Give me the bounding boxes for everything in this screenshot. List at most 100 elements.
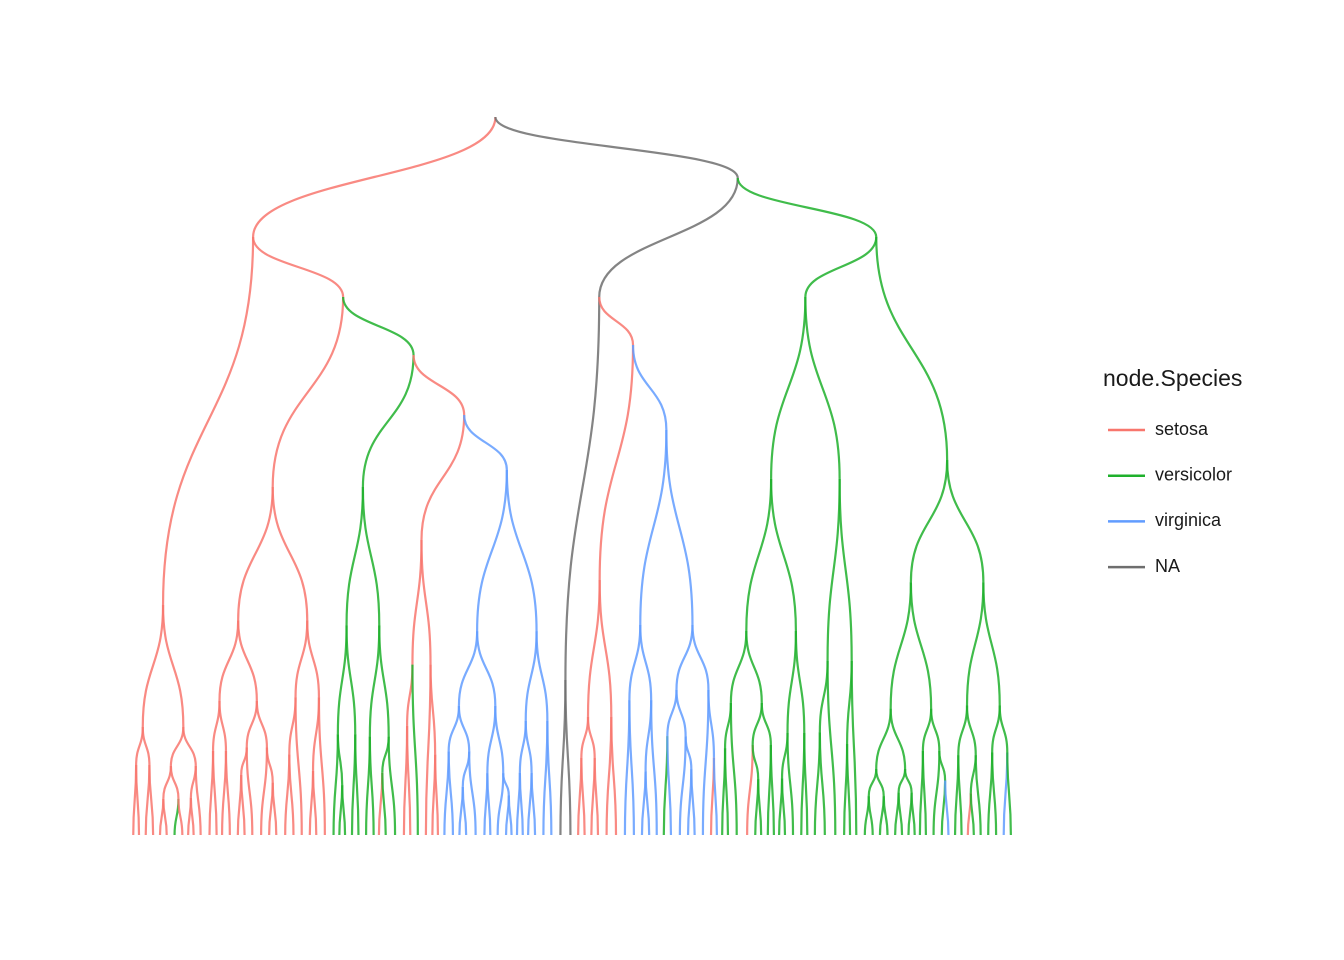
edge <box>845 744 852 836</box>
edge <box>564 296 601 681</box>
edge <box>294 697 303 836</box>
edge <box>745 631 763 703</box>
edge <box>982 582 1001 706</box>
edge <box>457 705 471 752</box>
edge <box>903 768 913 793</box>
edge <box>760 702 772 746</box>
edge <box>932 750 941 836</box>
edge <box>251 116 497 238</box>
edge <box>169 765 180 799</box>
edge <box>530 772 537 836</box>
edge <box>628 700 636 836</box>
edge <box>141 726 151 766</box>
edge <box>769 745 776 836</box>
edge <box>468 751 477 836</box>
edge <box>411 664 419 836</box>
edge <box>889 708 907 770</box>
edge <box>361 354 415 488</box>
edge <box>882 796 889 836</box>
edge <box>598 344 635 581</box>
edge <box>251 236 345 298</box>
edge <box>580 757 586 836</box>
legend: node.Species setosa versicolor virginica NA <box>1103 365 1242 576</box>
edge <box>494 705 505 774</box>
edge <box>507 795 513 836</box>
edge <box>969 793 975 836</box>
edge <box>639 624 653 701</box>
edge <box>910 792 916 836</box>
edge <box>804 296 841 479</box>
edge <box>245 747 254 836</box>
edge <box>405 725 412 836</box>
edge <box>461 786 468 836</box>
edge <box>794 631 806 734</box>
edge <box>237 620 258 701</box>
edge <box>224 750 231 836</box>
legend-title: node.Species <box>1103 365 1242 391</box>
edge <box>135 765 141 836</box>
edge <box>564 679 572 836</box>
edge <box>675 689 687 737</box>
tree <box>132 116 1012 836</box>
edge <box>434 754 440 836</box>
edge <box>162 798 168 836</box>
edge <box>378 625 390 737</box>
edge <box>586 716 596 758</box>
edge <box>889 582 912 709</box>
edge <box>745 478 773 632</box>
edge <box>867 796 874 836</box>
edge <box>189 797 195 836</box>
edge <box>182 726 197 766</box>
edge <box>930 708 941 751</box>
edge <box>938 750 947 781</box>
legend-label: NA <box>1155 556 1180 576</box>
edge <box>420 414 466 541</box>
edge <box>965 705 977 756</box>
edge <box>875 236 949 461</box>
legend-label: virginica <box>1155 510 1222 530</box>
edge <box>665 429 694 625</box>
edge <box>593 757 600 836</box>
edge <box>736 177 878 238</box>
edge <box>644 771 651 836</box>
edge <box>946 459 985 583</box>
edge <box>524 720 533 773</box>
edge <box>944 780 950 836</box>
edge <box>723 748 730 836</box>
edge <box>751 745 760 780</box>
edge <box>546 720 553 836</box>
edge <box>518 772 524 836</box>
edge <box>598 579 613 717</box>
edge <box>505 469 538 632</box>
edge <box>921 750 928 836</box>
edge <box>311 770 318 836</box>
edge <box>746 745 754 836</box>
edge <box>684 736 693 770</box>
edge <box>447 751 455 836</box>
edge <box>598 177 739 298</box>
edge <box>712 757 718 836</box>
edge <box>998 705 1009 753</box>
edge <box>354 734 360 836</box>
edge <box>141 604 165 727</box>
edge <box>218 700 228 751</box>
edge <box>803 733 809 836</box>
edge <box>260 747 269 836</box>
edge <box>650 700 658 836</box>
edge <box>850 660 858 836</box>
edge <box>780 778 787 836</box>
legend-label: setosa <box>1155 419 1209 439</box>
edge <box>345 486 365 626</box>
edge <box>729 702 738 836</box>
edge <box>412 354 466 416</box>
edge <box>897 792 904 836</box>
edge <box>271 296 345 488</box>
edge <box>1006 752 1012 836</box>
edge <box>342 296 415 356</box>
edge <box>211 750 218 836</box>
edge <box>494 116 739 179</box>
edge <box>707 689 716 758</box>
edge <box>909 582 933 709</box>
